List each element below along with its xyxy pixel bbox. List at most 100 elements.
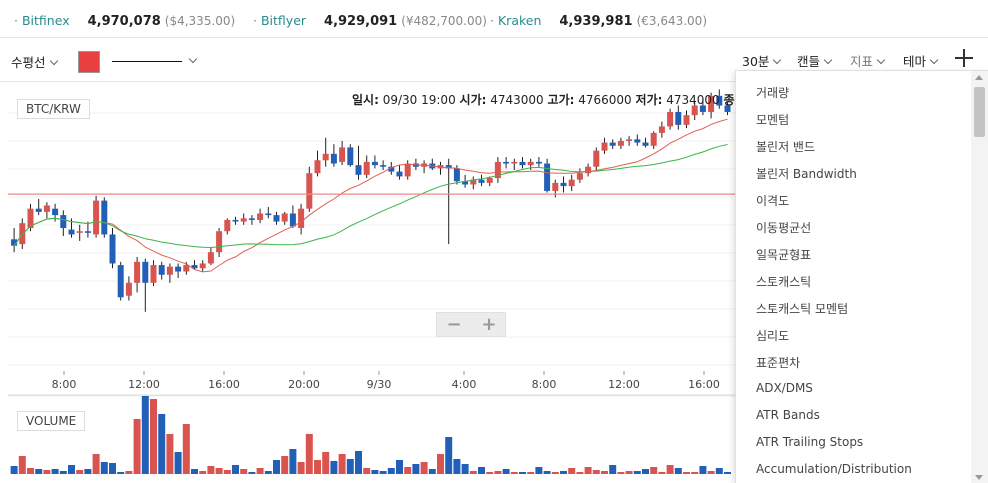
volume-bars — [10, 396, 731, 474]
scroll-thumb[interactable] — [974, 87, 985, 137]
candle-body — [675, 111, 682, 125]
volume-bar — [609, 465, 617, 474]
volume-bar — [51, 469, 59, 474]
indicator-item[interactable]: 스토캐스틱 모멘텀 — [756, 302, 849, 316]
indicator-item[interactable]: 모멘텀 — [756, 113, 790, 127]
volume-bar — [84, 469, 92, 474]
candle-body — [396, 171, 403, 177]
candle-body — [93, 200, 100, 235]
volume-bar — [592, 470, 600, 474]
indicator-item[interactable]: Accumulation/Distribution — [756, 462, 912, 476]
price-chart[interactable]: 8:00 12:00 16:00 20:00 9/30 4:00 8:00 12:00 16:0… — [0, 83, 988, 483]
x-tick-label: 9/30 — [367, 378, 392, 391]
volume-bar — [305, 434, 313, 474]
scroll-up-icon[interactable] — [975, 75, 983, 80]
volume-bar — [576, 472, 584, 474]
x-tick-label: 12:00 — [608, 378, 640, 391]
ticker-kraken[interactable]: · Kraken 4,939,981 (€3,643.00) — [490, 13, 707, 29]
volume-bar — [133, 419, 141, 474]
volume-bar — [633, 471, 641, 474]
volume-bar — [461, 464, 469, 474]
volume-bar — [150, 399, 157, 474]
candle-body — [150, 265, 157, 283]
volume-bar — [445, 437, 453, 474]
indicator-item[interactable]: 심리도 — [756, 329, 790, 343]
exchange-name: Kraken — [497, 13, 542, 28]
chevron-down-icon — [49, 56, 58, 66]
volume-bar — [215, 468, 223, 474]
candle-body — [691, 105, 698, 116]
volume-bar — [100, 462, 108, 474]
bullet-icon: · — [14, 13, 18, 28]
candle-body — [634, 139, 641, 143]
volume-bar — [297, 462, 305, 474]
volume-bar — [502, 469, 510, 474]
bullet-icon: · — [253, 13, 257, 28]
exchange-converted-price: (€3,643.00) — [636, 14, 707, 28]
chart-toolbar — [0, 39, 988, 82]
indicator-item[interactable]: 거래량 — [756, 86, 790, 100]
candle-body — [322, 153, 329, 161]
candle-body — [117, 265, 124, 298]
exchange-price: 4,929,091 — [324, 14, 398, 29]
candle-body — [453, 168, 460, 182]
zoom-in-button[interactable]: + — [481, 314, 497, 335]
ticker-bitfinex[interactable]: · Bitfinex 4,970,078 ($4,335.00) — [14, 13, 235, 29]
add-icon[interactable] — [955, 49, 973, 67]
chevron-down-icon — [823, 55, 833, 65]
indicator-item[interactable]: ATR Trailing Stops — [756, 435, 864, 449]
line-style-preview[interactable] — [112, 61, 182, 62]
volume-bar — [355, 451, 362, 474]
indicator-item[interactable]: 일목균형표 — [756, 248, 812, 262]
indicator-item[interactable]: 이동평균선 — [756, 221, 812, 235]
indicator-item[interactable]: 볼린저 Bandwidth — [756, 167, 857, 181]
theme-label: 테마 — [903, 54, 927, 69]
volume-bar — [650, 467, 658, 474]
chart-type-label: 캔들 — [797, 54, 821, 69]
candle-body — [470, 179, 477, 185]
line-type-label: 수평선 — [11, 55, 46, 70]
candle-body — [527, 161, 534, 166]
theme-dropdown[interactable]: 테마 — [903, 51, 939, 70]
candlesticks — [11, 89, 731, 312]
open-label: 시가: — [459, 93, 487, 107]
candle-body — [642, 142, 649, 146]
interval-dropdown[interactable]: 30분 — [742, 51, 782, 70]
indicator-item[interactable]: ATR Bands — [756, 408, 820, 422]
volume-bar — [68, 465, 75, 474]
candle-body — [503, 161, 510, 164]
volume-bar — [379, 471, 387, 474]
volume-bar — [469, 471, 477, 474]
candle-body — [265, 213, 272, 216]
zoom-out-button[interactable]: − — [446, 314, 462, 335]
volume-bar — [182, 424, 190, 474]
candle-body — [166, 266, 173, 275]
line-type-dropdown[interactable]: 수평선 — [11, 52, 58, 71]
volume-bar — [289, 449, 297, 474]
low-value: 4734000 — [666, 93, 720, 107]
indicators-dropdown[interactable]: 지표 — [850, 51, 886, 70]
indicators-label: 지표 — [850, 54, 874, 69]
candle-body — [207, 252, 214, 264]
candle-body — [240, 218, 247, 222]
candle-body — [84, 231, 91, 233]
line-color-swatch[interactable] — [78, 51, 100, 73]
candle-body — [183, 265, 190, 272]
menu-scrollbar[interactable] — [971, 71, 988, 483]
candle-body — [27, 208, 34, 228]
scroll-down-icon[interactable] — [975, 475, 983, 480]
candle-body — [363, 161, 370, 175]
indicator-item[interactable]: 스토캐스틱 — [756, 275, 812, 289]
chart-type-dropdown[interactable]: 캔들 — [797, 51, 833, 70]
x-tick-label: 16:00 — [208, 378, 240, 391]
indicator-item[interactable]: 볼린저 밴드 — [756, 140, 816, 154]
moving-average-short-line — [13, 118, 728, 273]
indicator-item[interactable]: ADX/DMS — [756, 381, 813, 395]
indicator-item[interactable]: 이격도 — [756, 194, 790, 208]
indicator-item[interactable]: 표준편차 — [756, 356, 801, 370]
candle-body — [330, 153, 337, 164]
candle-body — [609, 142, 616, 146]
ticker-bitflyer[interactable]: · Bitflyer 4,929,091 (¥482,700.00) — [253, 13, 487, 29]
candle-body — [43, 205, 50, 212]
candle-body — [519, 161, 526, 166]
